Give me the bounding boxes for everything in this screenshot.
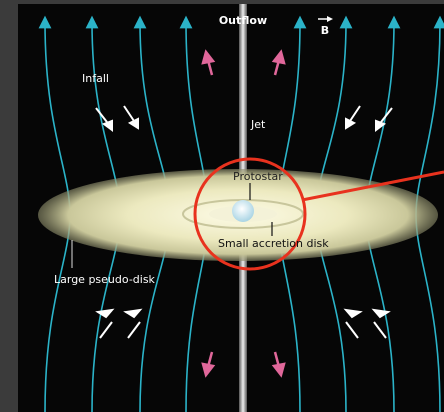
large-disk-label: Large pseudo-disk: [54, 273, 156, 286]
callout-line: [301, 170, 444, 202]
jet-label: Jet: [250, 118, 266, 131]
infall-arrows: [95, 105, 393, 339]
b-vector-arrowhead: [327, 16, 333, 22]
protostar-label: Protostar: [233, 170, 283, 183]
b-label: B: [321, 24, 329, 37]
protostar: [232, 200, 254, 222]
outflow-arrows: [201, 49, 286, 378]
infall-label: Infall: [82, 72, 109, 85]
small-disk-label: Small accretion disk: [218, 237, 329, 250]
callout-circle: [193, 157, 307, 271]
outflow-label: Outflow: [219, 14, 267, 27]
